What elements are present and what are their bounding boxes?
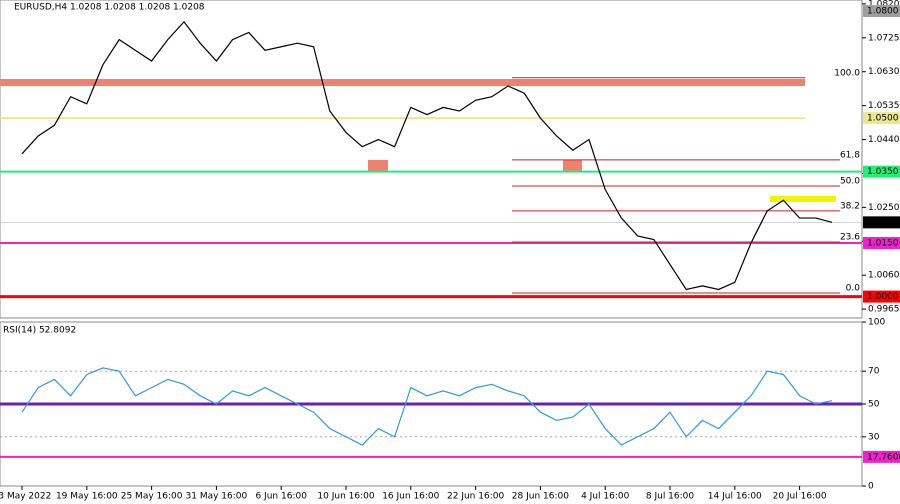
level-label: 1.0350 <box>867 167 899 177</box>
zone-box <box>770 196 836 202</box>
y-tick-label: 1.0630 <box>868 67 900 77</box>
x-tick-label: 6 Jun 16:00 <box>255 492 307 502</box>
level-label: 1.0000 <box>867 292 899 302</box>
level-label-bg <box>863 216 900 229</box>
level-label-bg <box>863 165 900 178</box>
x-tick-label: 31 May 16:00 <box>186 492 248 502</box>
y-tick-label: 0 <box>868 482 874 492</box>
y-tick-label: 1.0250 <box>868 203 900 213</box>
x-tick-label: 4 Jul 16:00 <box>581 492 630 502</box>
level-label: 1.0150 <box>867 239 899 249</box>
level-label-bg <box>863 290 900 303</box>
y-tick-label: 1.0440 <box>868 135 900 145</box>
chart-title: EURUSD,H4 1.0208 1.0208 1.0208 1.0208 <box>14 3 205 13</box>
x-tick-label: 28 Jun 16:00 <box>512 492 569 502</box>
y-tick-label: 70 <box>868 367 880 377</box>
fibo-label: 38.2 <box>840 201 860 211</box>
y-tick-label: 0.9965 <box>868 305 900 315</box>
level-label: 17.7600 <box>867 452 900 462</box>
level-label: 1.0208 <box>867 218 899 228</box>
level-label: 1.0800 <box>867 7 899 17</box>
zone-box <box>368 160 388 171</box>
rsi-title: RSI(14) 52.8092 <box>3 326 76 336</box>
fibo-label: 100.0 <box>834 68 860 78</box>
x-tick-label: 19 May 16:00 <box>56 492 118 502</box>
y-tick-label: 30 <box>868 432 880 442</box>
level-label-bg <box>863 450 900 463</box>
x-tick-label: 13 May 2022 <box>0 492 51 502</box>
x-tick-label: 14 Jul 16:00 <box>708 492 762 502</box>
level-label: 1.0500 <box>867 114 899 124</box>
x-tick-label: 22 Jun 16:00 <box>447 492 504 502</box>
level-label-bg <box>863 112 900 125</box>
main-panel <box>0 0 863 319</box>
y-tick-label: 50 <box>868 400 880 410</box>
y-tick-label: 1.0535 <box>868 101 900 111</box>
price-line <box>21 367 833 446</box>
price-line <box>21 20 833 291</box>
x-tick-label: 10 Jun 16:00 <box>317 492 374 502</box>
fibo-label: 50.0 <box>840 176 860 186</box>
fibo-label: 61.8 <box>840 150 860 160</box>
x-tick-label: 8 Jul 16:00 <box>646 492 695 502</box>
zone-box <box>563 160 582 171</box>
x-tick-label: 16 Jun 16:00 <box>382 492 439 502</box>
y-tick-label: 1.0725 <box>868 33 900 43</box>
x-tick-label: 25 May 16:00 <box>121 492 183 502</box>
x-tick-label: 20 Jul 16:00 <box>773 492 827 502</box>
fibo-label: 23.6 <box>840 232 860 242</box>
y-tick-label: 100 <box>868 318 885 328</box>
fibo-label: 0.0 <box>846 284 861 294</box>
level-label-bg <box>863 5 900 18</box>
y-tick-label: 1.0060 <box>868 271 900 281</box>
level-label-bg <box>863 237 900 250</box>
y-tick-label: 1.0820 <box>868 0 900 9</box>
